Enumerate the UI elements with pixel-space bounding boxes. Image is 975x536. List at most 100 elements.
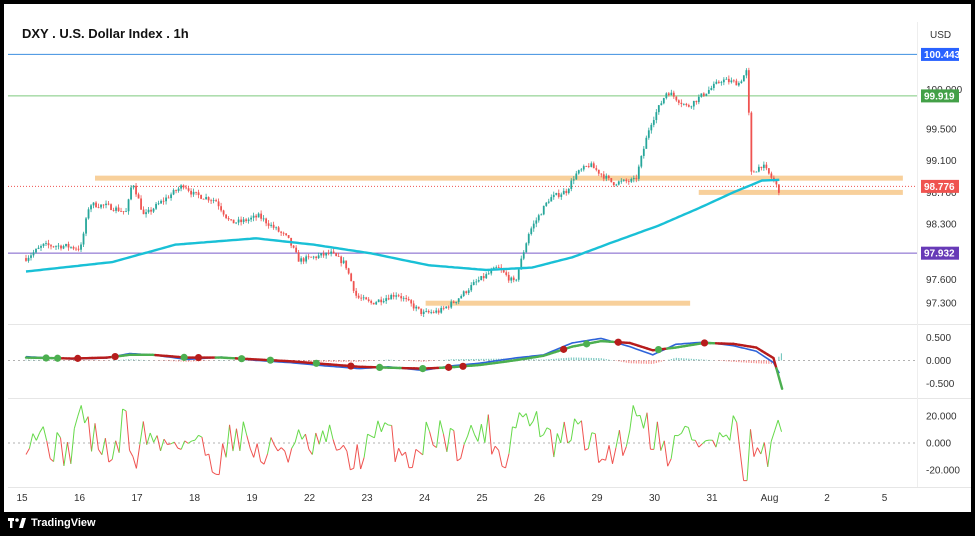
candle-body: [547, 201, 550, 203]
candle-body: [480, 276, 483, 281]
candle-body: [575, 173, 578, 180]
oscillator-segment: [418, 451, 424, 456]
oscillator-segment: [560, 421, 565, 444]
oscillator-segment: [304, 434, 310, 450]
time-axis-label: 15: [16, 493, 28, 504]
candle-body: [385, 298, 388, 302]
candle-body: [230, 219, 233, 221]
oscillator-segment: [146, 432, 151, 445]
candle-body: [335, 253, 338, 256]
oscillator-segment: [677, 432, 682, 437]
candle-body: [135, 185, 137, 195]
oscillator-segment: [87, 416, 93, 452]
candle-body: [375, 302, 378, 305]
oscillator-segment: [574, 418, 579, 425]
symbol-title[interactable]: DXY . U.S. Dollar Index . 1h: [22, 26, 189, 41]
candle-body: [677, 100, 680, 103]
oscillator-segment: [212, 471, 217, 475]
candle-body: [370, 300, 373, 303]
candle-body: [327, 252, 330, 254]
candle-body: [250, 217, 253, 220]
candle-body: [520, 258, 523, 270]
candle-body: [535, 220, 538, 224]
candle-body: [457, 298, 460, 302]
candle-body: [645, 137, 648, 149]
macd-signal-line-segment: [775, 367, 781, 380]
oscillator-segment: [198, 434, 203, 438]
oscillator-segment: [580, 420, 586, 451]
candle-body: [737, 83, 740, 86]
footer-brand[interactable]: TradingView: [8, 516, 96, 530]
candle-body: [42, 243, 45, 247]
oscillator-segment: [318, 430, 324, 445]
candle-body: [725, 78, 728, 80]
oscillator-segment: [277, 447, 282, 452]
candle-body: [242, 219, 245, 223]
candle-body: [247, 219, 250, 222]
candle-body: [240, 219, 243, 223]
oscillator-segment: [681, 426, 686, 434]
candle-body: [167, 197, 170, 199]
oscillator-segment: [111, 440, 117, 460]
price-axis-tick-label: 98.700: [926, 188, 957, 199]
candle-body: [57, 245, 60, 247]
candle-body: [217, 201, 220, 207]
candle-body: [580, 169, 583, 171]
candle-body: [132, 185, 135, 188]
candle-body: [777, 184, 780, 193]
candle-body: [692, 100, 695, 107]
oscillator-segment: [529, 420, 534, 427]
candle-body: [490, 270, 493, 274]
oscillator-segment: [446, 428, 451, 452]
oscillator-segment: [543, 427, 548, 435]
oscillator-segment: [491, 446, 496, 455]
candle-body: [202, 198, 205, 200]
price-tag: [921, 179, 959, 193]
candle-body: [225, 214, 227, 219]
oscillator-segment: [391, 425, 396, 462]
candle-body: [517, 269, 520, 280]
tradingview-logo-icon: [8, 518, 26, 528]
candle-body: [742, 75, 745, 82]
oscillator-segment: [225, 424, 231, 458]
candle-body: [352, 281, 355, 291]
oscillator-segment: [777, 419, 783, 432]
oscillator-segment: [570, 418, 576, 441]
candle-body: [652, 120, 655, 125]
oscillator-segment: [273, 444, 279, 452]
oscillator-segment: [187, 440, 192, 444]
candle-body: [682, 103, 685, 105]
time-axis-label: 24: [419, 493, 431, 504]
oscillator-segment: [205, 453, 210, 456]
candle-body: [497, 267, 500, 268]
candle-body: [647, 130, 650, 138]
oscillator-segment: [94, 423, 99, 450]
candle-body: [107, 203, 110, 205]
candle-body: [25, 258, 27, 261]
oscillator-segment: [563, 421, 569, 444]
oscillator-segment: [477, 424, 482, 442]
candle-body: [137, 194, 140, 199]
candle-body: [590, 163, 593, 167]
oscillator-segment: [142, 421, 148, 445]
oscillator-segment: [411, 449, 417, 468]
candle-body: [525, 243, 528, 253]
candle-body: [300, 258, 303, 262]
candle-body: [637, 166, 640, 179]
macd-signal-line-segment: [772, 356, 778, 370]
candle-body: [347, 268, 350, 274]
candle-body: [732, 80, 735, 82]
candle-body: [307, 256, 310, 258]
candle-body: [417, 306, 420, 309]
candle-body: [485, 274, 488, 279]
candle-body: [542, 205, 545, 215]
candle-body: [705, 93, 708, 96]
macd-axis-tick-label: 0.500: [926, 333, 951, 344]
oscillator-segment: [56, 432, 61, 438]
candle-body: [560, 194, 563, 197]
currency-label: USD: [930, 30, 951, 41]
candle-body: [245, 219, 248, 222]
candle-body: [222, 210, 225, 215]
